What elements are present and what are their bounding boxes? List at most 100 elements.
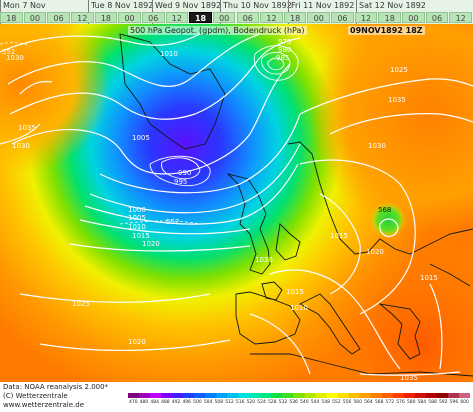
- map-title: 500 hPa Geopot. (gpdm), Bodendruck (hPa): [128, 26, 307, 35]
- scale-swatch: [337, 393, 350, 398]
- scale-swatch: [161, 393, 173, 398]
- scale-tick-label: 504: [204, 399, 213, 403]
- isobar-label: 985: [276, 54, 289, 62]
- isobar-label: 1020: [366, 248, 384, 256]
- geopot-label: 552: [166, 218, 179, 226]
- hour-button-19[interactable]: 12: [449, 12, 472, 23]
- scale-tick-label: 536: [289, 399, 298, 403]
- scale-swatch: [315, 393, 328, 398]
- day-label: Wed 9 Nov 1892: [155, 1, 222, 10]
- scale-swatch: [370, 393, 383, 398]
- scale-tick-label: 470: [129, 399, 138, 403]
- scale-tick-label: 548: [321, 399, 330, 403]
- hour-button-17[interactable]: 00: [402, 12, 425, 23]
- isobar-label: 1015: [132, 232, 150, 240]
- hour-button-13[interactable]: 00: [307, 12, 331, 23]
- isobar-label: 1005: [132, 134, 150, 142]
- isobar-label: 1015: [420, 274, 438, 282]
- hour-button-5[interactable]: 00: [118, 12, 141, 23]
- scale-tick-label: 584: [418, 399, 427, 403]
- scale-swatch: [392, 393, 405, 398]
- isobar-label: 990: [178, 169, 191, 177]
- scale-tick-label: 556: [343, 399, 352, 403]
- scale-swatch: [172, 393, 184, 398]
- isobar-label: 1035: [18, 124, 36, 132]
- hour-button-11[interactable]: 12: [260, 12, 283, 23]
- data-source: Data: NOAA reanalysis 2.000*: [3, 383, 109, 391]
- scale-tick-label: 500: [193, 399, 202, 403]
- hour-button-8[interactable]: 18: [189, 12, 212, 23]
- geopot-label: 552: [2, 48, 15, 56]
- scale-swatch: [414, 393, 427, 398]
- scale-tick-label: 600: [460, 399, 469, 403]
- scale-tick-label: 484: [150, 399, 159, 403]
- isobar-label: 980: [278, 46, 291, 54]
- pressure-labels: 1030 1035 1030 1005 1010 990 995 985 980…: [6, 38, 438, 382]
- color-scale: 470 480 484 488 492 496 500 504 508 512 516 520 524 5…: [128, 393, 470, 403]
- scale-tick-label: 568: [375, 399, 384, 403]
- scale-swatch: [183, 393, 195, 398]
- hour-button-3[interactable]: 12: [70, 12, 94, 23]
- scale-tick-label: 576: [396, 399, 405, 403]
- hour-button-9[interactable]: 00: [212, 12, 236, 23]
- scale-swatch: [381, 393, 394, 398]
- scale-tick-label: 596: [450, 399, 459, 403]
- isobar-label: 1010: [290, 304, 308, 312]
- isobar-label: 1020: [142, 240, 160, 248]
- scale-swatch: [447, 393, 460, 398]
- hour-button-14[interactable]: 06: [331, 12, 354, 23]
- hour-button-12[interactable]: 18: [283, 12, 307, 23]
- scale-swatch: [436, 393, 449, 398]
- scale-swatch: [403, 393, 416, 398]
- scale-swatch: [238, 393, 250, 398]
- isobar-label: 1025: [390, 66, 408, 74]
- isobar-label: 1015: [286, 288, 304, 296]
- hour-button-7[interactable]: 12: [165, 12, 189, 23]
- map-date: 09NOV1892 18Z: [348, 26, 425, 35]
- map-svg: 1030 1035 1030 1005 1010 990 995 985 980…: [0, 24, 473, 382]
- isobar-label: 1030: [368, 142, 386, 150]
- hour-button-16[interactable]: 18: [378, 12, 402, 23]
- day-label: Mon 7 Nov: [3, 1, 46, 10]
- scale-tick-label: 492: [172, 399, 181, 403]
- scale-tick-label: 512: [225, 399, 234, 403]
- isobar-label: 1010: [160, 50, 178, 58]
- hour-button-6[interactable]: 06: [141, 12, 165, 23]
- scale-tick-label: 480: [140, 399, 149, 403]
- hour-button-1[interactable]: 00: [23, 12, 47, 23]
- scale-swatch: [293, 393, 306, 398]
- day-label: Fri 11 Nov 1892: [291, 1, 355, 10]
- scale-tick-label: 540: [300, 399, 309, 403]
- scale-swatch: [271, 393, 283, 398]
- hour-button-0[interactable]: 18: [0, 12, 23, 23]
- scale-swatch: [260, 393, 272, 398]
- isobar-label: 995: [174, 178, 187, 186]
- scale-tick-label: 528: [268, 399, 277, 403]
- isobar-label: 1025: [72, 300, 90, 308]
- scale-tick-label: 508: [215, 399, 224, 403]
- website-link[interactable]: www.wetterzentrale.de: [3, 401, 85, 409]
- geopot-label: 568: [378, 206, 391, 214]
- isobar-label: 1035: [388, 96, 406, 104]
- scale-tick-label: 592: [439, 399, 448, 403]
- day-label: Sat 12 Nov 1892: [359, 1, 426, 10]
- scale-swatch: [282, 393, 294, 398]
- scale-swatch: [194, 393, 206, 398]
- hour-button-10[interactable]: 06: [236, 12, 260, 23]
- isobar-label: 1010: [128, 223, 146, 231]
- scale-tick-label: 520: [247, 399, 256, 403]
- scale-swatch: [249, 393, 261, 398]
- scale-swatch: [227, 393, 239, 398]
- scale-swatch: [425, 393, 438, 398]
- hour-button-15[interactable]: 12: [354, 12, 378, 23]
- scale-swatch: [150, 393, 162, 398]
- scale-swatch: [304, 393, 317, 398]
- hour-button-18[interactable]: 06: [425, 12, 449, 23]
- scale-tick-label: 564: [364, 399, 373, 403]
- coastlines: [119, 33, 473, 377]
- hour-button-4[interactable]: 18: [94, 12, 118, 23]
- hour-button-2[interactable]: 06: [47, 12, 70, 23]
- scale-swatch: [458, 393, 470, 398]
- scale-tick-label: 560: [353, 399, 362, 403]
- scale-tick-label: 544: [311, 399, 320, 403]
